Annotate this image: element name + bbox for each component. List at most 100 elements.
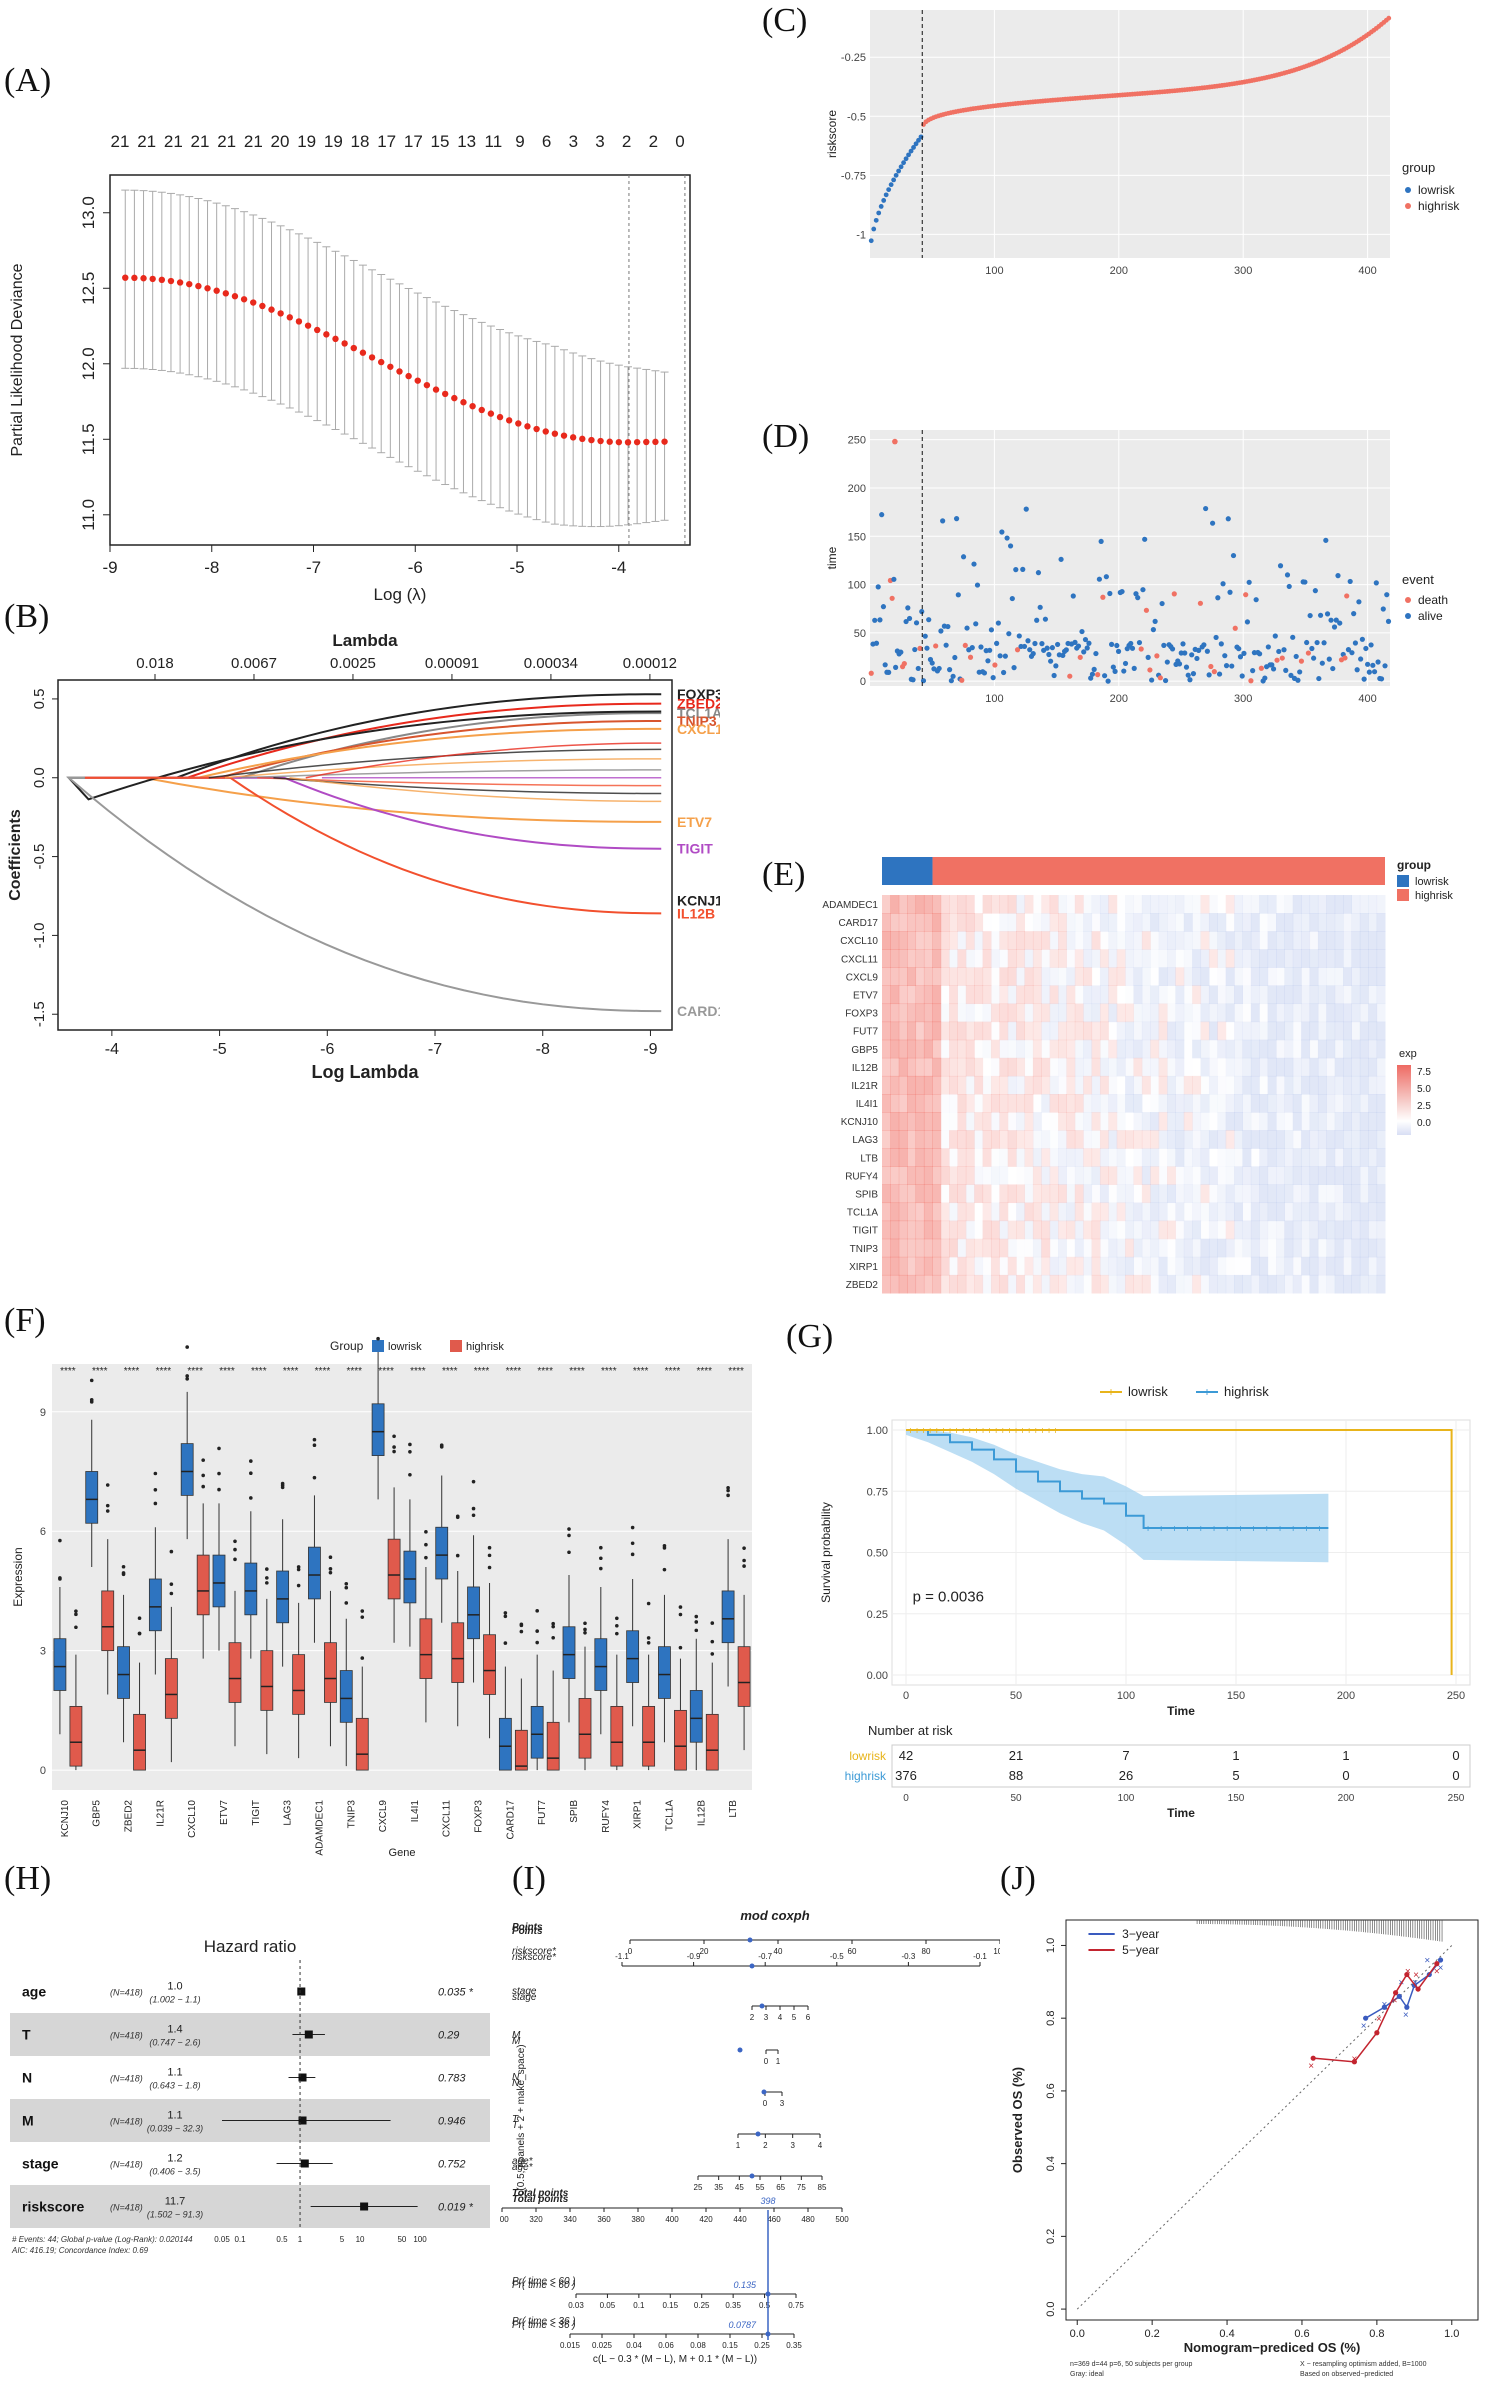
forest-n: (N=418): [110, 2031, 143, 2041]
heatmap-cell: [1133, 913, 1143, 932]
legend-swatch: [1405, 203, 1411, 209]
heatmap-cell: [1334, 967, 1344, 986]
heatmap-cell: [1016, 1239, 1025, 1258]
heatmap-cell: [1309, 985, 1319, 1005]
heatmap-cell: [923, 1039, 933, 1059]
top-count-label: 21: [137, 132, 156, 151]
box-outlier: [583, 1630, 587, 1635]
calibration-x-mark: ×: [1361, 2021, 1367, 2032]
y-tick-label: 0.4: [1045, 2156, 1057, 2171]
status-point: [1274, 657, 1280, 663]
status-point: [1265, 644, 1271, 650]
status-point: [1333, 617, 1339, 623]
heatmap-cell: [1317, 1184, 1327, 1204]
heatmap-cell: [1267, 1148, 1277, 1167]
heatmap-cell: [1108, 967, 1118, 986]
status-point: [1067, 673, 1073, 679]
box-outlier: [296, 1583, 301, 1588]
status-point: [906, 615, 913, 622]
coef-path-unlabeled: [241, 769, 662, 779]
heatmap-cell: [965, 931, 975, 950]
box-outlier: [344, 1601, 349, 1605]
nomogram-tick-label: 0.75: [788, 2301, 804, 2310]
heatmap-cell: [1099, 1238, 1109, 1258]
box-outlier: [74, 1612, 78, 1617]
box-outlier: [217, 1471, 221, 1476]
box-outlier: [726, 1486, 730, 1490]
box-outlier: [105, 1483, 110, 1487]
y-tick-label: 9: [40, 1407, 46, 1419]
status-point: [1182, 650, 1188, 656]
heatmap-cell: [1226, 1022, 1235, 1041]
heatmap-cell: [890, 913, 900, 932]
heatmap-cell: [1133, 949, 1143, 968]
box-outlier: [471, 1479, 476, 1484]
heatmap-cell: [907, 967, 917, 986]
heatmap-cell: [1208, 1021, 1218, 1041]
nomogram-tick-label: 3: [790, 2141, 795, 2150]
heatmap-cell: [1200, 1130, 1210, 1149]
heatmap-cell: [1116, 931, 1126, 950]
heatmap-cell: [1158, 1112, 1168, 1131]
heatmap-cell: [982, 1039, 992, 1059]
nomogram-tick-label: -0.7: [758, 1952, 772, 1961]
heatmap-cell: [940, 1148, 950, 1167]
heatmap-cell: [898, 1274, 908, 1294]
heatmap-cell: [999, 1130, 1009, 1149]
heatmap-cell: [1091, 1057, 1101, 1077]
heatmap-cell: [1284, 1220, 1294, 1240]
heatmap-cell: [965, 913, 975, 932]
box-outlier: [424, 1542, 428, 1547]
heatmap-cell: [1024, 985, 1034, 1005]
box-outlier: [487, 1565, 492, 1570]
heatmap-cell: [1200, 1166, 1210, 1185]
heatmap-cell: [974, 1075, 984, 1095]
heatmap-cell: [1234, 1039, 1243, 1059]
heatmap-cell: [1066, 1166, 1076, 1185]
heatmap-cell: [1309, 1075, 1319, 1095]
heatmap-cell: [923, 1256, 933, 1276]
x-axis-label: Log Lambda: [312, 1062, 420, 1082]
heatmap-cell: [1141, 1166, 1151, 1185]
heatmap-cell: [1041, 1075, 1051, 1095]
nomogram-tick-label: 100: [993, 1947, 1000, 1956]
heatmap-cell: [1376, 1021, 1386, 1041]
heatmap-cell: [1141, 1238, 1151, 1258]
heatmap-cell: [1125, 1274, 1134, 1294]
forest-pvalue: 0.752: [438, 2159, 466, 2171]
y-tick-label: 1.0: [1045, 1938, 1057, 1953]
nomogram-point: [759, 2003, 765, 2009]
x-tick-label: 50: [1010, 1690, 1022, 1702]
heatmap-cell: [1083, 1274, 1093, 1294]
status-point: [873, 640, 880, 646]
deviance-point: [551, 430, 559, 437]
status-point: [868, 670, 874, 676]
box-outlier: [249, 1496, 253, 1500]
status-point: [1070, 593, 1076, 599]
heatmap-cell: [1259, 1166, 1269, 1185]
heatmap-cell: [965, 1039, 975, 1059]
heatmap-cell: [907, 931, 917, 950]
heatmap-cell: [1184, 1058, 1193, 1077]
heatmap-cell: [1167, 1166, 1176, 1185]
forest-n: (N=418): [110, 2160, 143, 2170]
significance-label: ****: [92, 1366, 108, 1377]
heatmap-cell: [1334, 895, 1344, 914]
heatmap-cell: [1058, 1039, 1067, 1059]
heatmap-cell: [1351, 1130, 1361, 1149]
heatmap-cell: [890, 1166, 900, 1185]
box-outlier: [599, 1566, 603, 1571]
status-point: [997, 653, 1003, 659]
nomogram-row-label: Pr( time < 60 ): [512, 2276, 576, 2287]
status-point: [1079, 628, 1085, 635]
heatmap-cell: [1326, 949, 1336, 968]
y-tick-label: 11.0: [79, 499, 98, 531]
status-point: [1009, 595, 1015, 602]
heatmap-cell: [882, 1094, 891, 1113]
heatmap-cell: [1292, 1057, 1302, 1077]
heatmap-cell: [1150, 1130, 1160, 1149]
box-outlier: [567, 1550, 571, 1555]
heatmap-cell: [1183, 1274, 1193, 1294]
heatmap-cell: [923, 1112, 933, 1131]
status-point: [1237, 654, 1244, 660]
